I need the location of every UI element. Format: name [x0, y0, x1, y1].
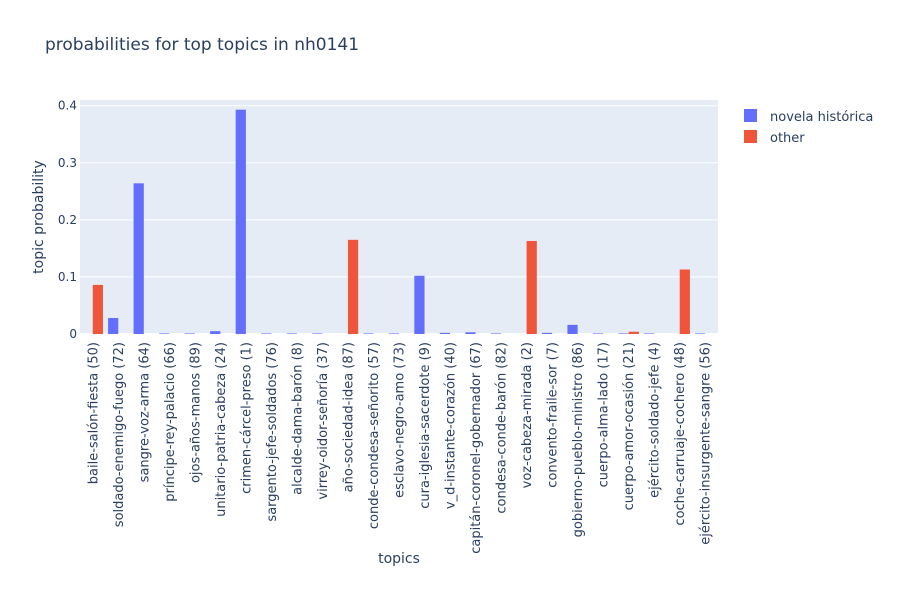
bar-novela-historica[interactable]	[414, 275, 425, 334]
x-tick-label: condesa-conde-barón (82)	[495, 342, 510, 514]
x-tick-label: gobierno-pueblo-ministro (86)	[571, 342, 586, 537]
legend-swatch	[744, 109, 757, 122]
bar-novela-historica[interactable]	[567, 324, 578, 334]
y-tick-label: 0.2	[58, 213, 77, 227]
bar-novela-historica[interactable]	[695, 333, 706, 334]
x-tick-label: esclavo-negro-amo (73)	[393, 342, 408, 498]
bar-novela-historica[interactable]	[465, 332, 476, 334]
y-tick-label: 0.4	[58, 99, 77, 113]
y-tick-label: 0	[69, 327, 77, 341]
bar-novela-historica[interactable]	[159, 333, 170, 334]
legend-item[interactable]: novela histórica	[744, 109, 873, 125]
x-tick-label: ejército-soldado-jefe (4)	[648, 342, 663, 498]
x-tick-label: ojos-años-manos (89)	[188, 342, 203, 483]
legend-label: other	[770, 131, 805, 146]
x-tick-label: voz-cabeza-mirada (2)	[520, 342, 535, 488]
bar-novela-historica[interactable]	[643, 333, 655, 334]
x-tick-label: unitario-patria-cabeza (24)	[214, 342, 229, 517]
bar-other[interactable]	[526, 240, 537, 334]
legend-label: novela histórica	[770, 110, 873, 125]
x-tick-label: sargento-jefe-soldados (76)	[265, 342, 280, 522]
x-tick-label: ejército-insurgente-sangre (56)	[699, 342, 714, 545]
bar-novela-historica[interactable]	[363, 333, 374, 334]
bar-other[interactable]	[679, 269, 690, 334]
bar-novela-historica[interactable]	[184, 333, 195, 334]
bar-novela-historica[interactable]	[235, 109, 246, 334]
x-tick-label: virrey-oidor-señoría (37)	[316, 342, 331, 500]
x-tick-label: cuerpo-alma-lado (17)	[597, 342, 612, 487]
legend-swatch	[744, 130, 757, 143]
x-tick-label: v_d-instante-corazón (40)	[444, 342, 459, 509]
x-axis-ticks: baile-salón-fiesta (50) soldado-enemigo-f…	[86, 342, 713, 554]
plot-area	[80, 100, 718, 334]
bar-novela-historica[interactable]	[286, 333, 297, 334]
bar-novela-historica[interactable]	[592, 333, 604, 334]
x-tick-label: conde-condesa-señorito (57)	[367, 342, 382, 529]
y-tick-label: 0.3	[58, 156, 77, 170]
x-axis-title: topics	[378, 551, 420, 567]
bar-novela-historica[interactable]	[490, 333, 502, 334]
legend[interactable]: novela histórica other	[744, 109, 873, 146]
x-tick-label: alcalde-dama-barón (8)	[290, 342, 305, 495]
bar-other[interactable]	[92, 284, 103, 334]
y-tick-label: 0.1	[58, 270, 77, 284]
x-tick-label: soldado-enemigo-fuego (72)	[112, 342, 127, 527]
bar-novela-historica[interactable]	[108, 318, 119, 334]
bar-novela-historica[interactable]	[439, 332, 451, 334]
x-tick-label: coche-carruaje-cochero (48)	[673, 342, 688, 526]
x-tick-label: cura-iglesia-sacerdote (9)	[418, 342, 433, 509]
x-tick-label: cuerpo-amor-ocasión (21)	[622, 342, 637, 510]
legend-item[interactable]: other	[744, 130, 805, 146]
bars	[92, 109, 706, 334]
y-axis-ticks: 0 0.1 0.2 0.3 0.4	[58, 99, 77, 341]
bar-novela-historica[interactable]	[133, 183, 144, 334]
bar-other[interactable]	[628, 331, 639, 334]
bar-novela-historica[interactable]	[618, 333, 629, 334]
x-tick-label: convento-fraile-sor (7)	[546, 342, 561, 488]
bar-novela-historica[interactable]	[210, 331, 221, 334]
x-tick-label: príncipe-rey-palacio (66)	[163, 342, 178, 502]
x-tick-label: baile-salón-fiesta (50)	[86, 342, 101, 484]
chart-title: probabilities for top topics in nh0141	[45, 35, 359, 55]
bar-novela-historica[interactable]	[541, 332, 553, 334]
bar-novela-historica[interactable]	[388, 333, 399, 334]
bar-other[interactable]	[347, 239, 359, 334]
bar-novela-historica[interactable]	[261, 333, 272, 334]
x-tick-label: capitán-coronel-gobernador (67)	[469, 342, 484, 554]
bar-novela-historica[interactable]	[312, 333, 323, 334]
x-tick-label: año-sociedad-idea (87)	[341, 342, 356, 492]
x-tick-label: sangre-voz-arma (64)	[137, 342, 152, 482]
x-tick-label: crimen-cárcel-preso (1)	[239, 342, 254, 494]
y-axis-title: topic probability	[31, 160, 47, 274]
